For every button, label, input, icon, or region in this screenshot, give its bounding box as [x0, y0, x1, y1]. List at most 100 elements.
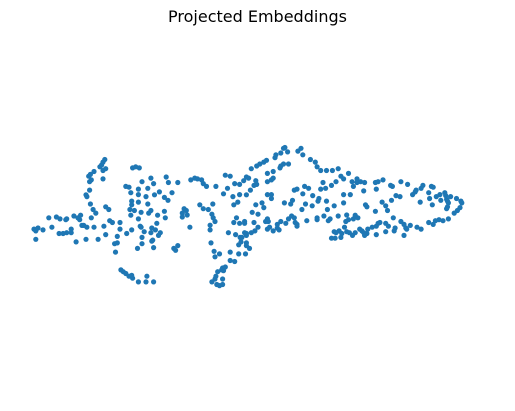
scatter-point [343, 218, 349, 225]
scatter-point [448, 194, 454, 200]
scatter-point [289, 213, 295, 219]
scatter-point [345, 170, 352, 176]
scatter-point [315, 198, 321, 204]
scatter-point [232, 181, 238, 187]
scatter-point [251, 219, 257, 226]
scatter-point [237, 181, 243, 187]
scatter-point [112, 249, 119, 255]
scatter-point [33, 236, 39, 242]
scatter-point [87, 201, 93, 207]
scatter-point [100, 176, 106, 182]
scatter-point [183, 207, 189, 214]
scatter-point [274, 221, 280, 227]
scatter-point [216, 251, 223, 257]
scatter-point [225, 230, 231, 236]
scatter-point [227, 257, 233, 264]
scatter-point [184, 212, 190, 218]
scatter-point [165, 197, 171, 203]
scatter-point [339, 230, 345, 237]
scatter-point [255, 211, 261, 217]
scatter-point [188, 177, 194, 183]
scatter-point [248, 230, 254, 236]
scatter-point [91, 168, 97, 175]
scatter-point [264, 179, 270, 185]
scatter-point [318, 167, 324, 174]
scatter-point [224, 185, 231, 191]
scatter-point [335, 213, 341, 219]
scatter-point [443, 193, 449, 199]
scatter-point [246, 175, 252, 181]
scatter-point [57, 216, 63, 222]
scatter-point [331, 229, 337, 235]
scatter-point [163, 174, 169, 180]
scatter-point [347, 192, 353, 198]
scatter-point [426, 219, 432, 226]
scatter-point [49, 224, 55, 230]
scatter-point [227, 249, 233, 255]
scatter-point [87, 187, 93, 193]
scatter-point [384, 207, 391, 214]
scatter-point [227, 173, 233, 179]
scatter-point [357, 226, 363, 232]
scatter-point [344, 212, 350, 218]
scatter-point [278, 150, 284, 156]
scatter-point [280, 161, 287, 167]
scatter-point [323, 198, 330, 204]
scatter-point [88, 215, 94, 221]
scatter-point [270, 168, 276, 175]
scatter-point [143, 194, 149, 200]
scatter-point [255, 224, 261, 230]
scatter-point [148, 175, 154, 181]
scatter-point [328, 182, 335, 188]
scatter-point [117, 219, 123, 226]
scatter-point [135, 186, 141, 192]
scatter-point [373, 186, 379, 192]
scatter-point [90, 206, 96, 213]
scatter-point [231, 219, 237, 226]
scatter-point [341, 200, 347, 206]
scatter-point [405, 181, 411, 187]
scatter-point [220, 281, 226, 288]
scatter-point [440, 218, 446, 224]
scatter-point [209, 279, 215, 285]
scatter-point [350, 183, 356, 189]
scatter-point [123, 183, 129, 189]
scatter-point [430, 184, 436, 190]
scatter-point [155, 212, 161, 218]
scatter-point [329, 167, 335, 174]
scatter-point [134, 245, 141, 251]
scatter-point [127, 206, 133, 213]
scatter-point [309, 203, 315, 209]
scatter-point [138, 209, 144, 215]
scatter-point [173, 247, 179, 253]
scatter-point [151, 279, 157, 285]
scatter-point [148, 207, 154, 214]
scatter-point [155, 232, 162, 238]
scatter-point [241, 178, 247, 184]
scatter-point [265, 218, 271, 225]
scatter-point [318, 186, 324, 192]
scatter-point [129, 198, 135, 204]
scatter-point [68, 226, 74, 232]
scatter-point [278, 218, 284, 225]
scatter-point [285, 161, 292, 167]
scatter-point [236, 251, 242, 257]
scatter-point [68, 230, 74, 236]
scatter-point [145, 201, 151, 207]
scatter-point [267, 224, 273, 230]
scatter-point [131, 207, 137, 214]
scatter-point [233, 232, 239, 238]
scatter-point [375, 179, 381, 185]
scatter-point [210, 215, 216, 221]
scatter-point [87, 171, 93, 177]
scatter-point [135, 199, 141, 205]
scatter-point [388, 197, 395, 203]
scatter-point [335, 166, 341, 172]
scatter-point [426, 190, 432, 196]
scatter-point [362, 179, 368, 186]
scatter-point [83, 236, 89, 242]
scatter-point [307, 156, 313, 163]
scatter-point [91, 224, 97, 230]
scatter-point [373, 232, 379, 238]
scatter-point [407, 222, 413, 228]
